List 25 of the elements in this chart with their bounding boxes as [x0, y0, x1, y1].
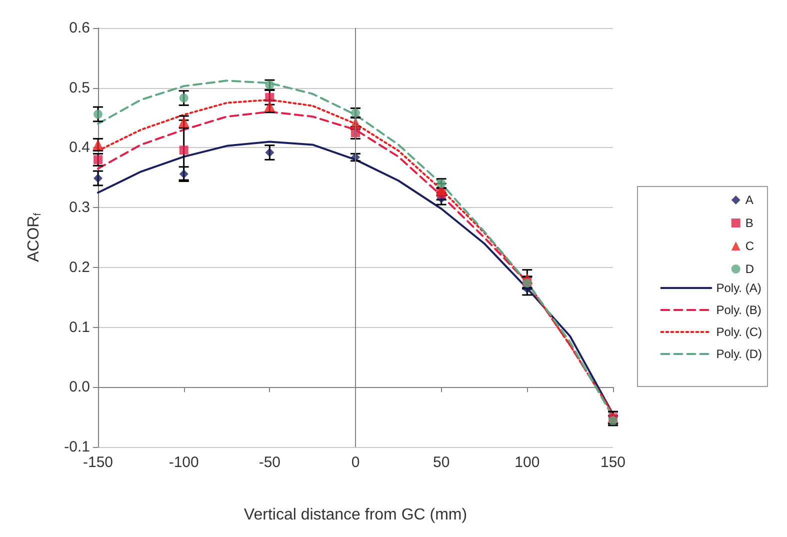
- x-tick-label: 100: [514, 454, 540, 471]
- x-tick-label: 150: [600, 454, 626, 471]
- legend-label: A: [745, 193, 754, 207]
- x-tick-label: -50: [258, 454, 281, 471]
- x-tick-label: 0: [351, 454, 360, 471]
- y-axis-title: ACORf: [26, 212, 44, 262]
- legend-label: Poly. (D): [716, 347, 762, 361]
- y-tick-label: 0.6: [69, 20, 90, 36]
- x-tick-label: -100: [168, 454, 199, 471]
- x-tick-label: -150: [82, 454, 114, 471]
- legend-label: Poly. (C): [716, 325, 762, 339]
- y-tick-label: -0.1: [64, 438, 90, 456]
- legend-label: Poly. (B): [716, 303, 762, 317]
- legend-label: C: [745, 239, 754, 253]
- y-tick-label: 0.4: [69, 139, 90, 156]
- y-tick-label: 0.0: [69, 378, 90, 396]
- y-tick-label: 0.5: [69, 79, 90, 96]
- y-tick-label: 0.3: [69, 199, 90, 216]
- legend-label: D: [745, 262, 754, 276]
- legend-label: Poly. (A): [716, 281, 762, 295]
- y-tick-label: 0.1: [69, 318, 90, 336]
- x-axis-title: Vertical distance from GC (mm): [244, 506, 468, 524]
- legend-label: B: [745, 216, 754, 230]
- x-tick-label: 50: [432, 454, 450, 471]
- y-tick-label: 0.2: [69, 258, 90, 276]
